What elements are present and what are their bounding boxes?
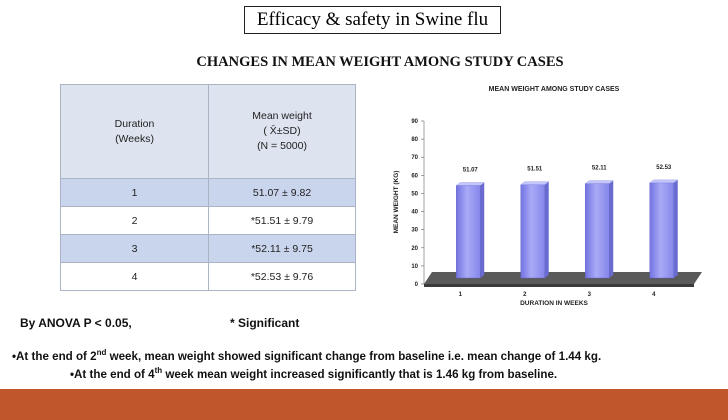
header-mean-weight: Mean weight ( X̄±SD) (N = 5000) — [208, 84, 356, 179]
cell-value: *52.11 ± 9.75 — [208, 234, 356, 263]
cell-value: *52.53 ± 9.76 — [208, 262, 356, 291]
header-duration: Duration (Weeks) — [59, 84, 210, 179]
table-row: 4 *52.53 ± 9.76 — [59, 262, 356, 291]
note1-part-b: week, mean weight showed significant cha… — [106, 349, 602, 363]
chart-x-tick-label: 4 — [652, 292, 656, 298]
chart-bar-top — [455, 182, 485, 186]
chart-bar-side — [544, 181, 549, 278]
chart-y-tick-label: 0 — [415, 282, 419, 288]
chart-bar — [649, 182, 674, 279]
header-mean-weight-line2: ( X̄±SD) — [263, 125, 301, 137]
cell-week: 3 — [59, 234, 210, 263]
table-header-row: Duration (Weeks) Mean weight ( X̄±SD) (N… — [59, 84, 356, 179]
table-row: 1 51.07 ± 9.82 — [59, 178, 356, 207]
slide-title: Efficacy & safety in Swine flu — [244, 6, 501, 34]
mean-weight-bar-chart: MEAN WEIGHT AMONG STUDY CASES MEAN WEIGH… — [393, 86, 702, 307]
note2-part-a: •At the end of 4 — [70, 367, 155, 381]
chart-x-tick-label: 2 — [523, 292, 527, 298]
cell-week: 2 — [59, 206, 210, 235]
chart-y-tick-label: 60 — [411, 173, 418, 179]
chart-bar — [585, 183, 610, 279]
header-mean-weight-line1: Mean weight — [252, 110, 312, 122]
chart-floor-edge — [424, 284, 694, 287]
chart-bar-side — [609, 180, 614, 278]
finding-note-week2: •At the end of 2nd week, mean weight sho… — [12, 348, 601, 363]
chart-data-label: 52.11 — [592, 166, 607, 172]
chart-data-label: 51.07 — [463, 168, 479, 174]
chart-bar-side — [480, 182, 485, 278]
note2-sup: th — [154, 366, 163, 375]
weight-table: Duration (Weeks) Mean weight ( X̄±SD) (N… — [59, 84, 356, 291]
cell-value: 51.07 ± 9.82 — [208, 178, 356, 207]
chart-bar-side — [673, 179, 678, 278]
header-duration-line2: (Weeks) — [115, 132, 154, 145]
anova-text: By ANOVA P < 0.05, — [20, 316, 132, 330]
chart-title: MEAN WEIGHT AMONG STUDY CASES — [489, 86, 620, 93]
table-row: 2 *51.51 ± 9.79 — [59, 206, 356, 235]
chart-bar-top — [520, 181, 550, 185]
cell-week: 4 — [59, 262, 210, 291]
chart-data-label: 52.53 — [656, 165, 672, 171]
chart-y-tick-label: 90 — [411, 119, 418, 125]
chart-floor — [424, 272, 702, 284]
significant-note: * Significant — [230, 316, 300, 330]
chart-xlabel: DURATION IN WEEKS — [520, 300, 588, 307]
chart-y-tick-label: 20 — [411, 246, 418, 252]
chart-y-tick-label: 10 — [411, 264, 418, 270]
section-heading: CHANGES IN MEAN WEIGHT AMONG STUDY CASES — [196, 54, 564, 70]
note1-sup: nd — [96, 348, 107, 357]
chart-bar-top — [584, 180, 614, 184]
chart-y-tick-label: 40 — [411, 210, 418, 216]
chart-data-label: 51.51 — [527, 167, 543, 173]
chart-y-tick-label: 80 — [411, 137, 418, 143]
chart-x-tick-label: 1 — [459, 292, 463, 298]
cell-value: *51.51 ± 9.79 — [208, 206, 356, 235]
finding-note-week4: •At the end of 4th week mean weight incr… — [70, 366, 557, 381]
chart-bar — [520, 184, 545, 279]
chart-y-tick-label: 70 — [411, 155, 418, 161]
chart-y-tick-label: 50 — [411, 191, 418, 197]
table-row: 3 *52.11 ± 9.75 — [59, 234, 356, 263]
cell-week: 1 — [59, 178, 210, 207]
chart-x-tick-label: 3 — [588, 292, 592, 298]
chart-y-tick-label: 30 — [411, 228, 418, 234]
header-mean-weight-line3: (N = 5000) — [257, 140, 307, 152]
footer-bar — [0, 389, 728, 420]
note2-part-b: week mean weight increased significantly… — [162, 367, 558, 381]
chart-bar — [456, 185, 481, 279]
header-duration-line1: Duration — [114, 117, 155, 130]
note1-part-a: •At the end of 2 — [12, 349, 97, 363]
chart-ylabel: MEAN WEIGHT (KG) — [393, 171, 400, 234]
chart-bar-top — [649, 179, 679, 184]
